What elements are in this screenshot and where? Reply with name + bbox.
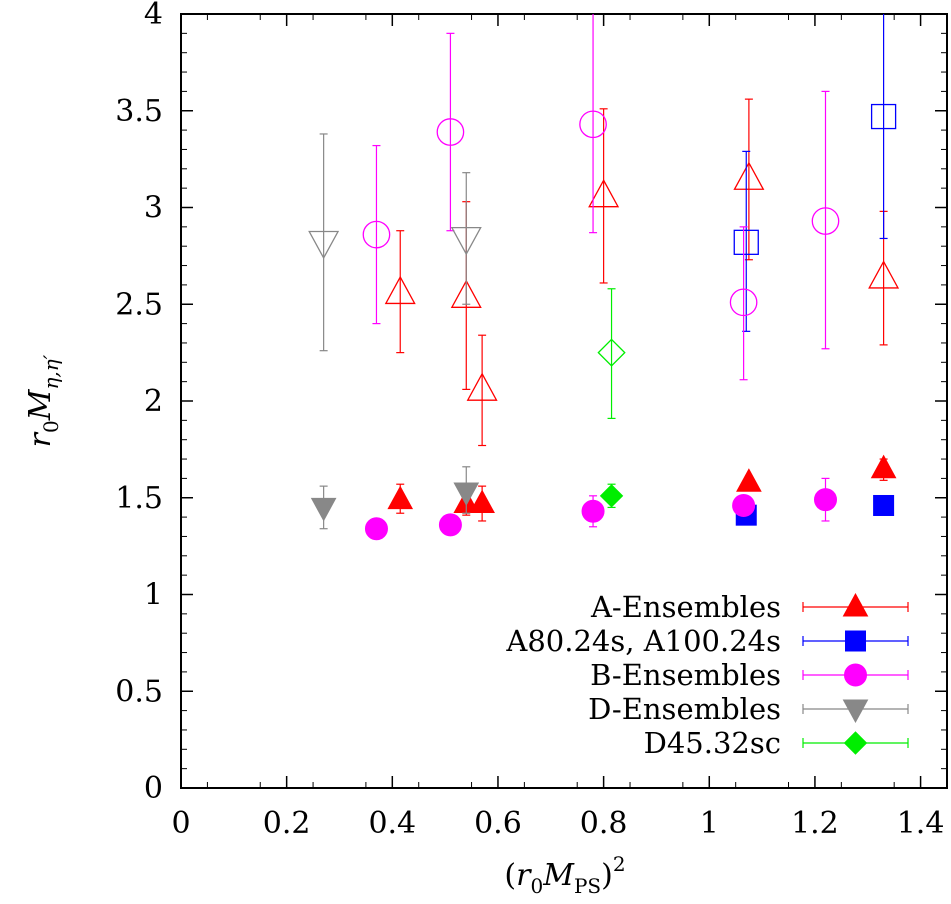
data-point-a-ensembles — [384, 275, 416, 305]
y-tick-label: 1.5 — [115, 481, 163, 516]
legend-marker-b-ensembles — [844, 663, 867, 687]
legend-label-d45-32sc: D45.32sc — [644, 726, 781, 760]
data-point-a80-24s-a100-24s — [870, 103, 897, 130]
x-tick-label: 0.2 — [263, 806, 311, 841]
y-tick-label: 2.5 — [115, 287, 163, 322]
data-point-d-ensembles — [310, 497, 337, 522]
data-point-b-ensembles — [811, 207, 840, 235]
data-point-b-ensembles — [436, 118, 465, 146]
data-point-d-ensembles — [450, 227, 482, 256]
data-point-a80-24s-a100-24s — [733, 229, 759, 255]
data-point-b-ensembles — [581, 499, 605, 523]
data-point-a-ensembles — [588, 178, 620, 208]
data-point-d45-32sc — [597, 338, 626, 367]
data-marks — [308, 14, 900, 541]
data-point-d-ensembles — [453, 482, 480, 506]
data-point-b-ensembles — [579, 110, 607, 139]
data-point-a-ensembles — [736, 468, 762, 492]
legend-marker-d45-32sc — [843, 731, 868, 755]
legend-marker-a-ensembles — [842, 592, 869, 617]
tick-labels: 0 0.2 0.4 0.6 0.8 1 1.2 1.4 0 0.5 1 1.5 2 2.5 3 3.5 4 — [115, 0, 944, 841]
data-point-a-ensembles — [469, 489, 495, 514]
data-point-b-ensembles — [364, 517, 388, 541]
data-point-a-ensembles — [870, 454, 897, 479]
x-axis-label: (r0MPS)2 — [504, 852, 625, 898]
axis-ticks — [180, 13, 947, 789]
data-point-a-ensembles — [466, 372, 498, 401]
legend-label-d-ensembles: D-Ensembles — [588, 692, 781, 726]
data-point-a-ensembles — [868, 260, 900, 289]
y-tick-label: 0.5 — [115, 674, 163, 709]
data-point-b-ensembles — [362, 220, 391, 249]
x-tick-label: 1.4 — [897, 806, 945, 841]
x-tick-label: 1.2 — [791, 806, 839, 841]
y-tick-label: 2 — [144, 384, 163, 419]
data-point-d45-32sc — [599, 484, 624, 508]
legend-marker-d-ensembles — [842, 699, 869, 724]
legend-label-b-ensembles: B-Ensembles — [590, 658, 781, 692]
legend-label-a-ensembles: A-Ensembles — [590, 590, 781, 624]
x-tick-label: 0.6 — [474, 806, 522, 841]
x-tick-label: 0.8 — [580, 806, 628, 841]
y-tick-label: 0 — [144, 771, 163, 806]
data-point-b-ensembles — [732, 493, 756, 517]
data-point-b-ensembles — [813, 488, 837, 512]
data-point-a-ensembles — [387, 485, 414, 510]
data-point-b-ensembles — [438, 513, 462, 537]
y-tick-label: 1 — [144, 578, 163, 613]
y-tick-label: 3.5 — [115, 94, 163, 129]
data-point-b-ensembles — [729, 288, 758, 317]
y-tick-label: 3 — [144, 191, 163, 226]
legend-label-a80-24s-a100-24s: A80.24s, A100.24s — [505, 624, 781, 658]
data-point-a-ensembles — [733, 161, 765, 190]
x-tick-label: 0 — [171, 806, 190, 841]
legend-marker-a80-24s-a100-24s — [845, 630, 866, 652]
data-point-d-ensembles — [308, 230, 340, 260]
data-point-a-ensembles — [450, 279, 482, 308]
y-tick-label: 4 — [144, 0, 163, 32]
y-axis-label: r0Mη,η′ — [23, 354, 63, 447]
data-point-a80-24s-a100-24s — [873, 494, 895, 516]
x-tick-label: 1 — [700, 806, 719, 841]
plot-frame — [180, 13, 948, 789]
x-tick-label: 0.4 — [368, 806, 416, 841]
